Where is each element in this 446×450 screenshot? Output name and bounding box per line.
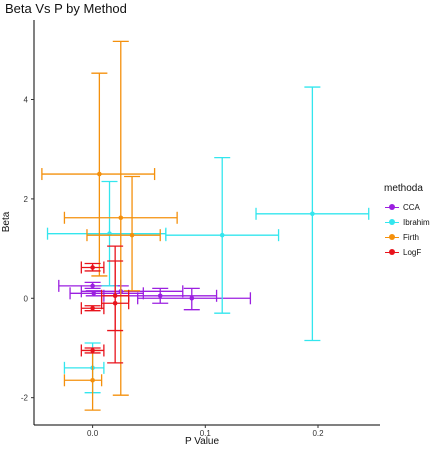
data-point (90, 265, 95, 270)
data-point (90, 377, 95, 383)
x-axis-title: P Value (185, 436, 220, 447)
data-point (90, 348, 95, 353)
series-firth (41, 40, 178, 411)
legend-key-dot (389, 219, 395, 225)
y-tick-label: 4 (24, 96, 29, 105)
legend-label: CCA (403, 203, 420, 212)
legend-key-dot (389, 234, 395, 240)
data-point (112, 300, 118, 306)
x-tick-label: 0.2 (312, 429, 324, 438)
data-point (189, 295, 195, 301)
legend-title: methoda (384, 183, 423, 194)
data-point (90, 305, 95, 311)
legend-key-dot (389, 204, 395, 210)
chart-title: Beta Vs P by Method (5, 1, 127, 16)
legend-key (384, 215, 400, 230)
legend-key-dot (389, 249, 395, 255)
data-point (90, 283, 95, 289)
y-tick-label: 0 (24, 294, 29, 303)
series-cca (58, 279, 252, 311)
data-point (97, 171, 102, 177)
axes: 0.0 0.1 0.2 -2 0 2 4 (21, 20, 380, 438)
data-point (310, 211, 315, 217)
legend: methoda CCA Ibrahim Firth LogF (384, 183, 430, 260)
legend-key (384, 230, 400, 245)
legend-item-ibrahim: Ibrahim (384, 215, 430, 230)
y-axis-title: Beta (1, 211, 12, 232)
data-point (118, 215, 124, 221)
series-ibrahim (46, 86, 370, 394)
series-layer (41, 40, 370, 411)
legend-label: Firth (403, 233, 419, 242)
legend-label: Ibrahim (403, 218, 430, 227)
legend-label: LogF (403, 248, 422, 257)
legend-item-logf: LogF (384, 245, 430, 260)
data-point (157, 293, 163, 299)
legend-item-cca: CCA (384, 200, 430, 215)
data-point (91, 291, 97, 296)
y-tick-label: 2 (24, 195, 29, 204)
legend-items: CCA Ibrahim Firth LogF (384, 200, 430, 260)
x-tick-label: 0.1 (200, 429, 212, 438)
legend-key (384, 200, 400, 215)
series-logf (80, 245, 130, 364)
legend-key (384, 245, 400, 260)
legend-item-firth: Firth (384, 230, 430, 245)
x-tick-label: 0.0 (87, 429, 99, 438)
data-point (129, 232, 135, 238)
y-tick-label: -2 (21, 394, 29, 403)
data-point (219, 232, 225, 238)
